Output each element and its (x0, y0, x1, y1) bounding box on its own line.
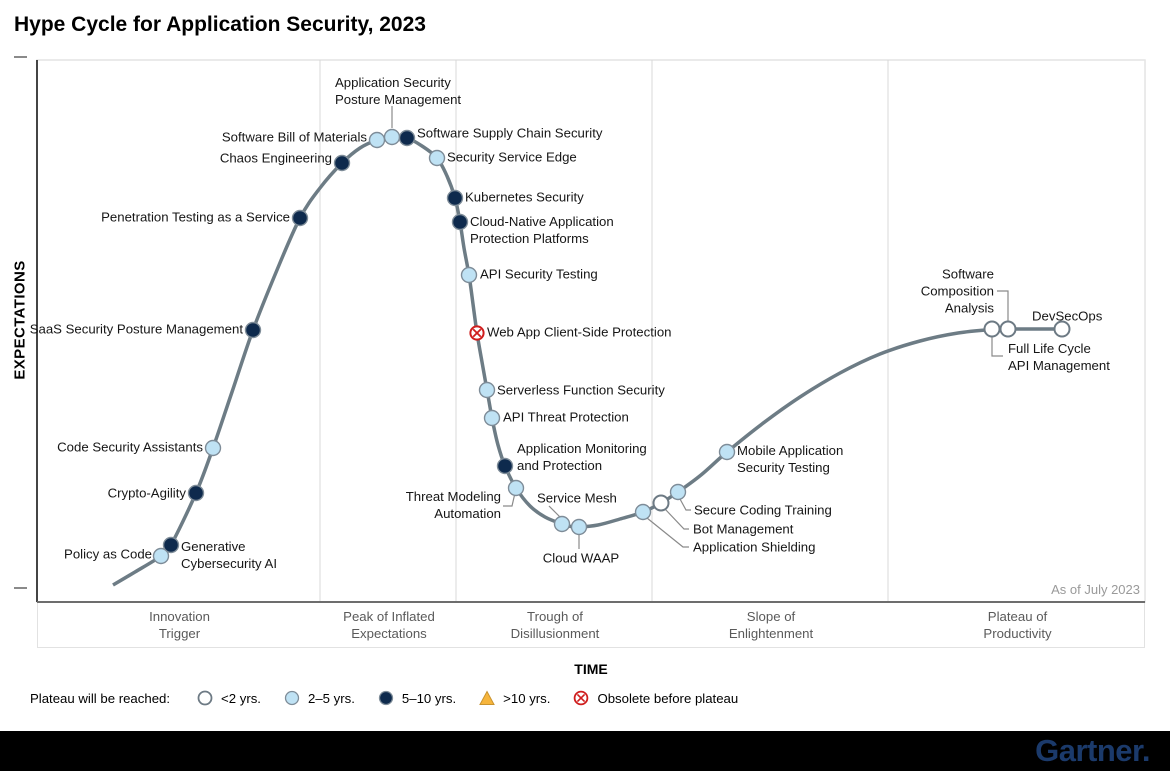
dot-application-security-posture-management (383, 128, 401, 146)
page-title: Hype Cycle for Application Security, 202… (14, 13, 426, 36)
dot-code-security-assistants (204, 439, 222, 457)
legend-label: >10 yrs. (503, 690, 551, 706)
phase-label-trough-of-disillusionment: Trough of Disillusionment (510, 609, 600, 641)
dot-software-bill-of-materials (368, 131, 386, 149)
dot-application-monitoring-and-protection (496, 457, 514, 475)
dot-serverless-function-security (478, 381, 496, 399)
dot-software-supply-chain-security (398, 129, 416, 147)
gartner-logo: Gartner. (1035, 733, 1150, 768)
dot-policy-as-code (152, 547, 170, 565)
phase-band: Innovation Trigger Peak of Inflated Expec… (37, 603, 1145, 648)
dot-software-composition-analysis (999, 320, 1017, 338)
legend: Plateau will be reached: <2 yrs. 2–5 yrs.… (30, 689, 738, 707)
dot-saas-security-posture-management (244, 321, 262, 339)
dot-cloud-waap (570, 518, 588, 536)
legend-items: <2 yrs. 2–5 yrs. 5–10 yrs. >10 yrs. Obsolete… (196, 689, 738, 707)
legend-item-triangle-amber: >10 yrs. (478, 689, 550, 707)
circle-lightblue-icon (284, 690, 300, 706)
connector-bot-management (664, 508, 689, 530)
legend-item-circle-lightblue: 2–5 yrs. (283, 689, 355, 707)
dot-generative-cybersecurity-ai (162, 536, 180, 554)
dot-chaos-engineering (333, 154, 351, 172)
dot-bot-management (652, 494, 670, 512)
connector-service-mesh (548, 505, 561, 518)
hype-cycle-curve (112, 134, 1062, 587)
legend-item-circle-white: <2 yrs. (196, 689, 261, 707)
obsolete-x-icon (574, 690, 589, 706)
legend-label: Obsolete before plateau (597, 690, 739, 706)
brand-bar: Gartner. (0, 731, 1170, 771)
legend-title: Plateau will be reached: (30, 690, 171, 706)
dot-threat-modeling-automation (507, 479, 525, 497)
dot-penetration-testing-as-a-service (291, 209, 309, 227)
phase-label-peak-of-inflated-expectations: Peak of Inflated Expectations (343, 609, 435, 641)
dot-crypto-agility (187, 484, 205, 502)
dot-service-mesh (553, 515, 571, 533)
connector-secure-coding-training (679, 498, 691, 511)
triangle-amber-icon (479, 690, 495, 705)
dot-application-shielding (634, 503, 652, 521)
connector-threat-modeling-automation (503, 492, 516, 507)
legend-item-obsolete-x: Obsolete before plateau (572, 689, 738, 707)
dot-api-security-testing (460, 266, 478, 284)
dot-security-service-edge (428, 149, 446, 167)
dot-kubernetes-security (446, 189, 464, 207)
legend-label: <2 yrs. (221, 690, 261, 706)
circle-navy-icon (378, 690, 394, 706)
phase-label-slope-of-enlightenment: Slope of Enlightenment (728, 609, 814, 641)
dot-mobile-application-security-testing (718, 443, 736, 461)
dot-full-life-cycle-api-management (983, 320, 1001, 338)
connector-application-shielding (646, 517, 689, 548)
x-axis-label: TIME (574, 661, 608, 677)
legend-item-circle-navy: 5–10 yrs. (377, 689, 456, 707)
dot-devsecops (1053, 320, 1071, 338)
phase-label-innovation-trigger: Innovation Trigger (149, 609, 210, 641)
dot-cloud-native-application-protection-platforms (451, 213, 469, 231)
phase-label-plateau-of-productivity: Plateau of Productivity (983, 609, 1052, 641)
as-of-date: As of July 2023 (1051, 582, 1140, 597)
connector-software-composition-analysis (997, 290, 1009, 321)
dot-api-threat-protection (483, 409, 501, 427)
legend-label: 2–5 yrs. (307, 690, 355, 706)
dot-web-app-client-side-protection-obsolete-icon (469, 325, 485, 341)
connector-full-life-cycle-api-management (991, 337, 1003, 357)
circle-white-icon (197, 690, 213, 706)
legend-label: 5–10 yrs. (401, 690, 457, 706)
dot-secure-coding-training (669, 483, 687, 501)
